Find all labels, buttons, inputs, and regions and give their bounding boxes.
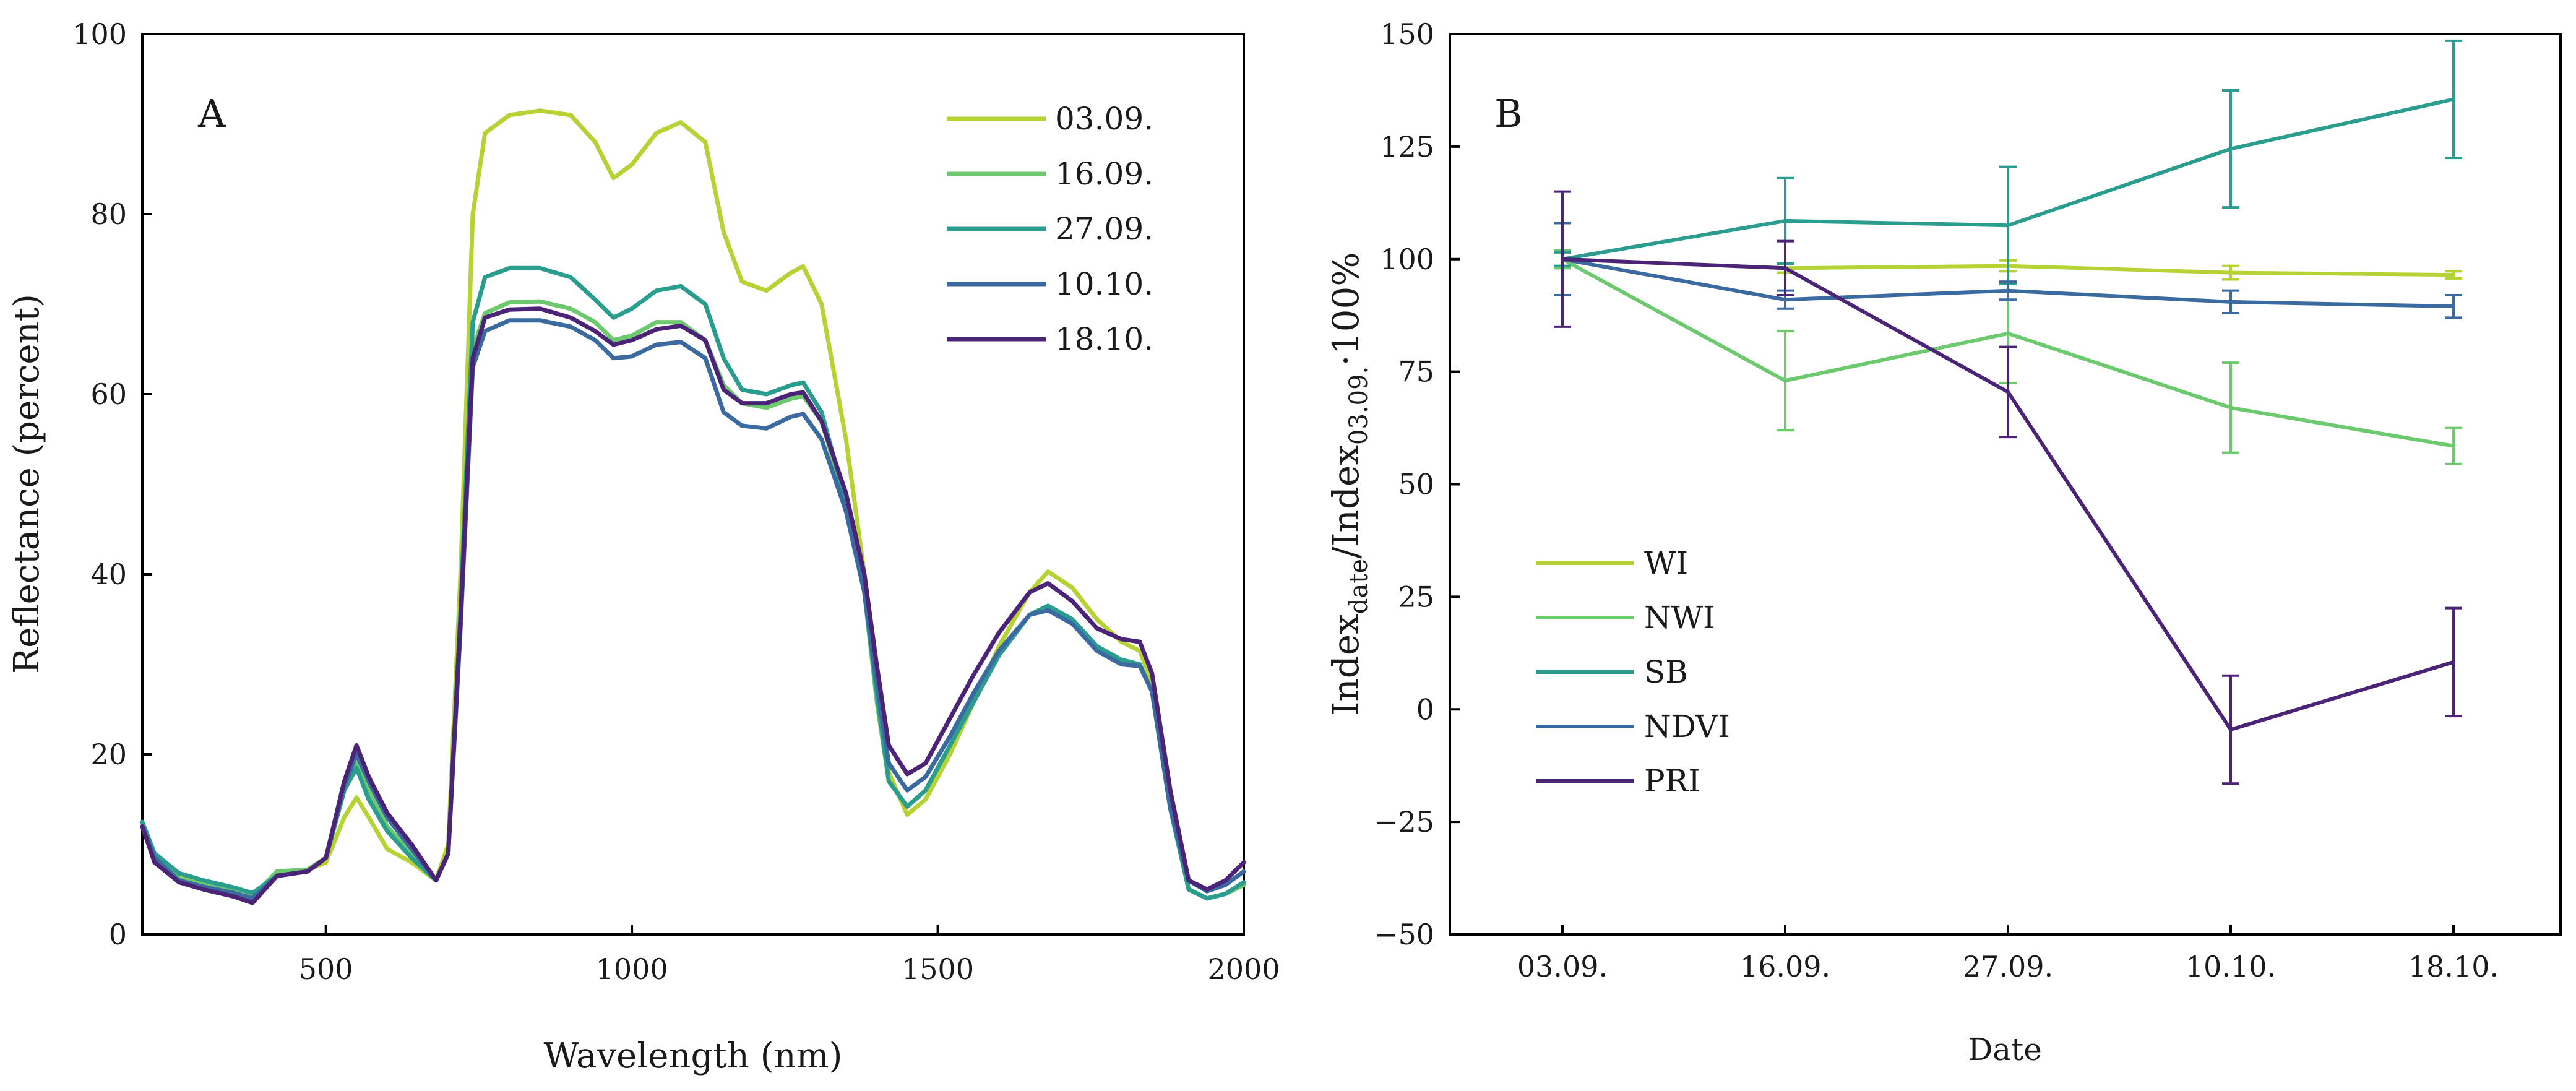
legend-label: 03.09.	[1055, 101, 1153, 137]
x-tick-label: 1000	[596, 952, 668, 986]
y-tick-label: 80	[90, 197, 127, 231]
panel-a-label: A	[197, 91, 226, 136]
legend-label: 18.10.	[1055, 321, 1153, 357]
panel-a-series	[140, 108, 1246, 905]
y-tick-label: 50	[1398, 468, 1434, 501]
x-tick-label: 03.09.	[1517, 950, 1608, 983]
legend-label: NDVI	[1644, 709, 1730, 744]
y-tick-label: 20	[90, 738, 127, 771]
legend-label: PRI	[1644, 763, 1700, 799]
legend-label: SB	[1644, 654, 1688, 690]
y-tick-label: 125	[1380, 130, 1434, 163]
legend-label: NWI	[1644, 600, 1715, 636]
panel-b-y-ticks: −50 −25 0 25 50 75 100 125 150	[1374, 17, 1460, 951]
panel-b-series	[1554, 39, 2462, 785]
ylabel-mid: /Index	[1325, 445, 1367, 559]
y-tick-label: 150	[1380, 17, 1434, 51]
y-tick-label: 100	[1380, 243, 1434, 276]
panel-a-legend: 03.09. 16.09. 27.09. 10.10. 18.10.	[947, 101, 1153, 357]
y-tick-label: −25	[1374, 805, 1434, 839]
y-tick-label: 75	[1398, 355, 1434, 389]
spectrum-line-03-09	[140, 108, 1246, 901]
x-tick-label: 18.10.	[2408, 950, 2499, 983]
ylabel-sub-ref: 03.09.	[1345, 366, 1373, 445]
y-tick-label: 100	[72, 17, 127, 51]
legend-label: 27.09.	[1055, 211, 1153, 247]
x-tick-label: 2000	[1207, 952, 1280, 986]
x-tick-label: 10.10.	[2186, 950, 2276, 983]
spectrum-line-18-10	[140, 306, 1246, 905]
ylabel-sub-date: date	[1345, 559, 1373, 614]
panel-a-y-axis-label: Reflectance (percent)	[7, 294, 47, 674]
x-tick-label: 27.09.	[1963, 950, 2053, 983]
y-tick-label: −50	[1374, 918, 1434, 951]
panel-a-x-ticks: 500 1000 1500 2000	[299, 925, 1280, 986]
ylabel-base: Index	[1325, 614, 1367, 715]
panel-b-x-ticks: 03.09. 16.09. 27.09. 10.10. 18.10.	[1517, 925, 2499, 983]
panel-b-legend: WI NWI SB NDVI PRI	[1536, 545, 1730, 799]
y-tick-label: 40	[90, 558, 127, 591]
spectrum-line-27-09	[140, 265, 1246, 901]
panel-b: B 03.09. 16.09. 27.09. 10.10. 18.10. −50 −25 0…	[1325, 17, 2562, 1067]
spectrum-line-16-09	[140, 299, 1246, 901]
legend-label: 16.09.	[1055, 156, 1153, 192]
panel-a-plot-frame	[141, 33, 1245, 936]
panel-a-x-axis-label: Wavelength (nm)	[543, 1036, 842, 1076]
legend-label: 10.10.	[1055, 266, 1153, 302]
y-tick-label: 0	[1416, 692, 1434, 726]
x-tick-label: 1500	[902, 952, 974, 986]
panel-b-x-axis-label: Date	[1968, 1032, 2042, 1067]
y-tick-label: 60	[90, 377, 127, 411]
y-tick-label: 25	[1398, 580, 1434, 613]
ylabel-tail: ·100%	[1325, 252, 1367, 366]
panel-a-y-ticks: 0 20 40 60 80 100	[72, 17, 152, 951]
panel-b-plot-frame	[1449, 33, 2562, 936]
legend-label: WI	[1644, 545, 1688, 581]
y-tick-label: 0	[109, 918, 127, 951]
panel-b-label: B	[1494, 91, 1523, 136]
x-tick-label: 16.09.	[1740, 950, 1830, 983]
x-tick-label: 500	[299, 952, 353, 986]
panel-a: A 500 1000 1500 2000 0 20 40 60 80 100 03.09. 16.…	[7, 17, 1280, 1076]
panel-b-y-axis-label: Indexdate/Index03.09.·100%	[1325, 252, 1373, 715]
